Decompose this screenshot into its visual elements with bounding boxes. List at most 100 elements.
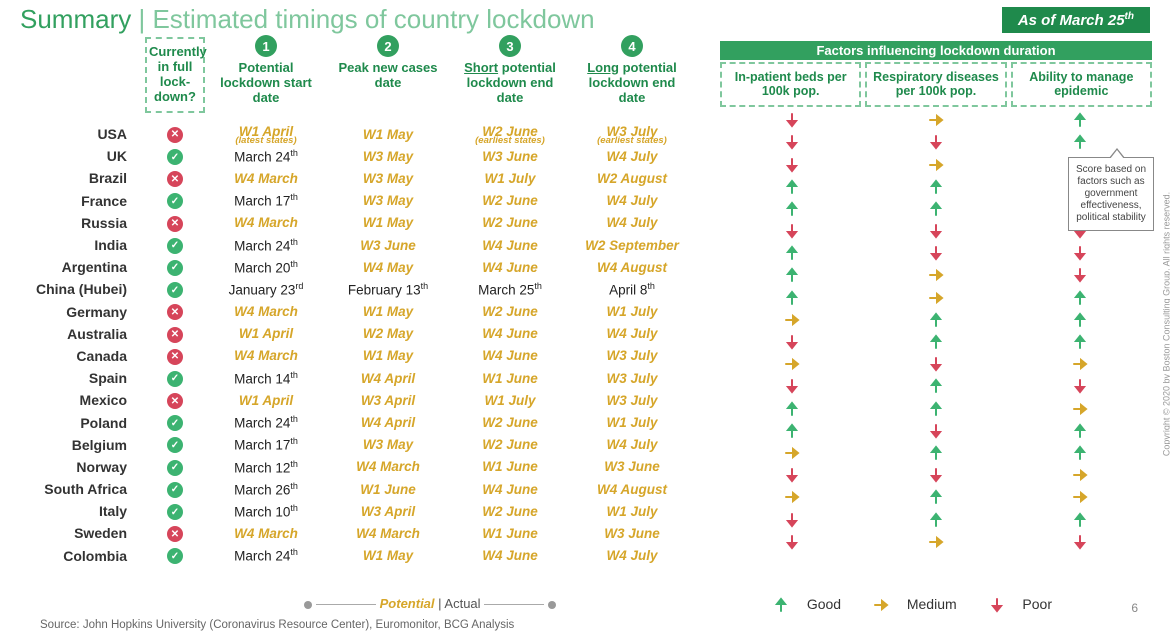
timing-cell: March 17th (205, 436, 327, 453)
factors-row (720, 308, 1160, 330)
timing-cell: W4 June (449, 548, 571, 563)
factors-row (720, 486, 1160, 508)
factor-cell (720, 333, 864, 350)
timing-cell: W4 July (571, 215, 693, 230)
timing-cell: W1 June (327, 482, 449, 497)
timing-cell: W4 July (571, 437, 693, 452)
factor-cell (720, 422, 864, 439)
lockdown-status: ✓ (145, 148, 205, 166)
table-row: Spain✓March 14thW4 AprilW1 JuneW3 July (10, 367, 720, 389)
check-icon: ✓ (167, 548, 183, 564)
factor-cell (720, 112, 864, 129)
table-row: Poland✓March 24thW4 AprilW2 JuneW1 July (10, 411, 720, 433)
table-row: France✓March 17thW3 MayW2 JuneW4 July (10, 190, 720, 212)
table-row: Argentina✓March 20thW4 MayW4 JuneW4 Augu… (10, 256, 720, 278)
factor-cell (1008, 267, 1152, 284)
lockdown-status: ✕ (145, 347, 205, 365)
timing-cell: W1 May (327, 304, 449, 319)
page-number: 6 (1131, 601, 1138, 615)
cross-icon: ✕ (167, 393, 183, 409)
arrow-up-icon (773, 596, 789, 612)
arrow-right-icon (873, 596, 889, 612)
country-name: Poland (10, 415, 145, 431)
timing-cell: W4 July (571, 326, 693, 341)
factor-cell (864, 400, 1008, 417)
factor-cell (864, 489, 1008, 506)
factor-cell (1008, 289, 1152, 306)
table-row: Sweden✕W4 MarchW4 MarchW1 JuneW3 June (10, 522, 720, 544)
table-row: Brazil✕W4 MarchW3 MayW1 JulyW2 August (10, 167, 720, 189)
as-of-suffix: th (1125, 11, 1134, 22)
table-row: USA✕W1 April(latest states)W1 MayW2 June… (10, 123, 720, 145)
timing-cell: March 24th (205, 148, 327, 165)
title-prefix: Summary (20, 4, 131, 34)
timing-cell: W4 June (449, 238, 571, 253)
check-icon: ✓ (167, 415, 183, 431)
timing-cell: W1 May (327, 127, 449, 142)
timing-cell: W3 July (571, 348, 693, 363)
country-name: Mexico (10, 392, 145, 408)
country-name: Belgium (10, 437, 145, 453)
country-name: France (10, 193, 145, 209)
timing-cell: W3 May (327, 437, 449, 452)
factor-cell (720, 511, 864, 528)
factors-row (720, 286, 1160, 308)
title-main: Estimated timings of country lockdown (152, 4, 594, 34)
factors-row (720, 464, 1160, 486)
timing-cell: W1 April(latest states) (205, 124, 327, 144)
factor-cell (864, 178, 1008, 195)
country-name: UK (10, 148, 145, 164)
check-icon: ✓ (167, 437, 183, 453)
factors-row (720, 375, 1160, 397)
cross-icon: ✕ (167, 127, 183, 143)
timing-cell: W3 July (571, 371, 693, 386)
timing-cell: W4 July (571, 193, 693, 208)
factor-cell (864, 444, 1008, 461)
timing-headers: Currently in full lock-down? 1 Potential… (10, 37, 720, 123)
lockdown-status: ✓ (145, 547, 205, 565)
hdr-col3-label: Short potential lockdown end date (453, 61, 567, 106)
timing-cell: W3 April (327, 504, 449, 519)
factor-cell (864, 356, 1008, 373)
country-name: Colombia (10, 548, 145, 564)
timing-cell: W1 July (449, 171, 571, 186)
as-of-badge: As of March 25th (1002, 7, 1150, 33)
timing-cell: W3 July (571, 393, 693, 408)
cross-icon: ✕ (167, 304, 183, 320)
timing-cell: W4 April (327, 371, 449, 386)
country-name: Argentina (10, 259, 145, 275)
hdr-col1-label: Potential lockdown start date (209, 61, 323, 106)
lockdown-status: ✓ (145, 281, 205, 299)
country-name: Australia (10, 326, 145, 342)
table-row: Russia✕W4 MarchW1 MayW2 JuneW4 July (10, 212, 720, 234)
check-icon: ✓ (167, 460, 183, 476)
timing-cell: W3 April (327, 393, 449, 408)
timing-cell: W1 July (449, 393, 571, 408)
lockdown-status: ✓ (145, 503, 205, 521)
lockdown-status: ✓ (145, 369, 205, 387)
lockdown-status: ✕ (145, 525, 205, 543)
country-name: Canada (10, 348, 145, 364)
factors-row (720, 331, 1160, 353)
page-title: Summary | Estimated timings of country l… (20, 4, 1002, 35)
timing-cell: W3 June (571, 459, 693, 474)
title-sep: | (131, 4, 152, 34)
factor-cell (720, 178, 864, 195)
factors-row (720, 264, 1160, 286)
check-icon: ✓ (167, 238, 183, 254)
lockdown-status: ✓ (145, 436, 205, 454)
table-row: Italy✓March 10thW3 AprilW2 JuneW1 July (10, 500, 720, 522)
hdr-current-lockdown: Currently in full lock-down? (145, 37, 205, 113)
lockdown-status: ✕ (145, 170, 205, 188)
country-name: Germany (10, 304, 145, 320)
check-icon: ✓ (167, 193, 183, 209)
factor-cell (864, 134, 1008, 151)
timing-cell: March 20th (205, 259, 327, 276)
timing-cell: W4 May (327, 260, 449, 275)
timing-cell: March 25th (449, 281, 571, 298)
country-name: China (Hubei) (10, 281, 145, 297)
timing-cell: W1 April (205, 326, 327, 341)
factor-cell (864, 467, 1008, 484)
timing-cell: W3 June (449, 149, 571, 164)
timing-cell: W1 July (571, 304, 693, 319)
